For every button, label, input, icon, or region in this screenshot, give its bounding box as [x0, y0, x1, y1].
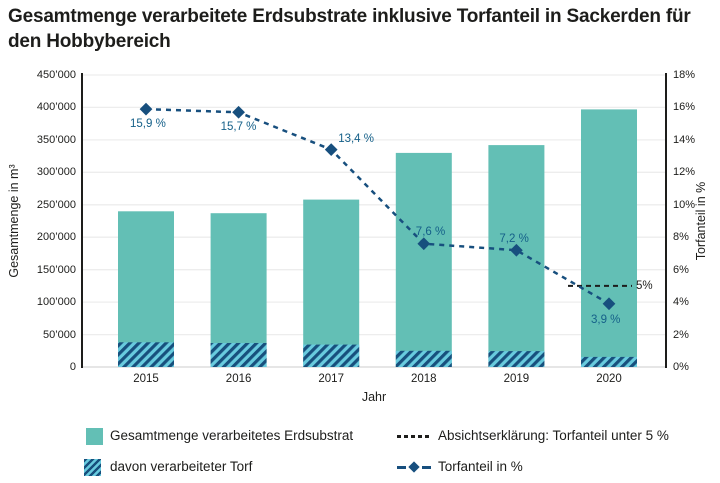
y-axis-right-tick-label: 6% [673, 263, 689, 276]
total-bar [581, 109, 637, 368]
line-marker-diamond [139, 102, 153, 116]
y-axis-right-label: Torfanteil in % [694, 181, 708, 261]
y-axis-right-tick-label: 16% [673, 101, 696, 114]
x-axis-tick-label: 2016 [225, 373, 252, 385]
peat-bar [210, 343, 267, 367]
x-axis-title: Jahr [361, 390, 387, 404]
y-axis-right-tick-label: 2% [673, 328, 689, 341]
legend-swatch-peat-bar [84, 459, 101, 476]
y-axis-left-tick-label: 250’000 [36, 198, 76, 211]
y-axis-left-tick-label: 50’000 [42, 328, 76, 341]
y-axis-right-tick-label: 0% [673, 361, 689, 373]
x-axis-tick-label: 2017 [318, 373, 344, 385]
line-marker-diamond [510, 243, 523, 257]
legend-label-reference: Absichtserklärung: Torfanteil unter 5 % [438, 428, 669, 443]
y-axis-left-tick-label: 200’000 [36, 231, 76, 244]
peat-bar [395, 350, 452, 367]
chart-title: Gesamtmenge verarbeitete Erdsubstrate in… [8, 6, 691, 53]
peat-bar [581, 356, 637, 367]
legend-label-total: Gesamtmenge verarbeitetes Erdsubstrat [110, 428, 354, 443]
y-axis-right-tick-label: 4% [673, 296, 689, 309]
y-axis-left-tick-label: 0 [69, 361, 76, 373]
y-axis-left-tick-label: 350’000 [36, 133, 76, 146]
total-bar [118, 211, 174, 367]
legend-label-torfanteil: Torfanteil in % [438, 459, 523, 474]
y-axis-right-tick-label: 14% [673, 133, 696, 146]
y-axis-right-tick-label: 8% [673, 231, 689, 244]
x-axis-tick-label: 2020 [596, 373, 622, 385]
legend-label-peat: davon verarbeiteter Torf [110, 459, 253, 474]
dash-icon [422, 465, 431, 469]
y-axis-left-tick-label: 400’000 [36, 101, 76, 114]
y-axis-left-tick-label: 100’000 [36, 296, 76, 309]
peat-bar [303, 344, 360, 367]
total-bar [303, 199, 360, 367]
peat-bar [118, 342, 174, 367]
total-bar [395, 152, 452, 367]
legend-swatch-total-bar [86, 428, 103, 445]
y-axis-left-tick-label: 150’000 [36, 263, 76, 276]
diamond-marker-icon [408, 461, 420, 473]
x-axis-tick-label: 2018 [411, 373, 437, 385]
point-label: 7,6 % [415, 225, 446, 238]
y-axis-right-tick-label: 18% [673, 69, 696, 81]
torfanteil-line [145, 107, 610, 305]
dash-icon [397, 465, 406, 469]
point-label: 7,2 % [499, 233, 529, 246]
total-bar [488, 145, 545, 367]
point-label: 3,9 % [591, 313, 621, 326]
y-axis-left-tick-label: 450’000 [36, 69, 76, 81]
y-axis-right-tick-label: 12% [673, 166, 696, 179]
line-marker-diamond [417, 237, 431, 251]
legend-swatch-torfanteil-line [397, 458, 431, 476]
legend-swatch-reference-dash [397, 427, 431, 445]
point-label: 15,7 % [220, 121, 257, 134]
dashed-line-icon [397, 434, 431, 438]
reference-line-label: 5% [636, 280, 653, 292]
x-axis-tick-label: 2015 [133, 373, 159, 385]
line-marker-diamond [324, 143, 338, 156]
peat-bar [488, 351, 545, 367]
x-axis-tick-label: 2019 [503, 373, 530, 385]
point-label: 13,4 % [338, 132, 374, 145]
y-axis-right-tick-label: 10% [673, 198, 696, 211]
point-label: 15,9 % [130, 118, 166, 131]
y-axis-left-label: Gesamtmenge in m³ [7, 164, 21, 278]
y-axis-left-tick-label: 300’000 [36, 166, 76, 179]
line-marker-diamond [232, 105, 245, 119]
total-bar [210, 213, 267, 367]
line-marker-diamond [602, 297, 616, 311]
